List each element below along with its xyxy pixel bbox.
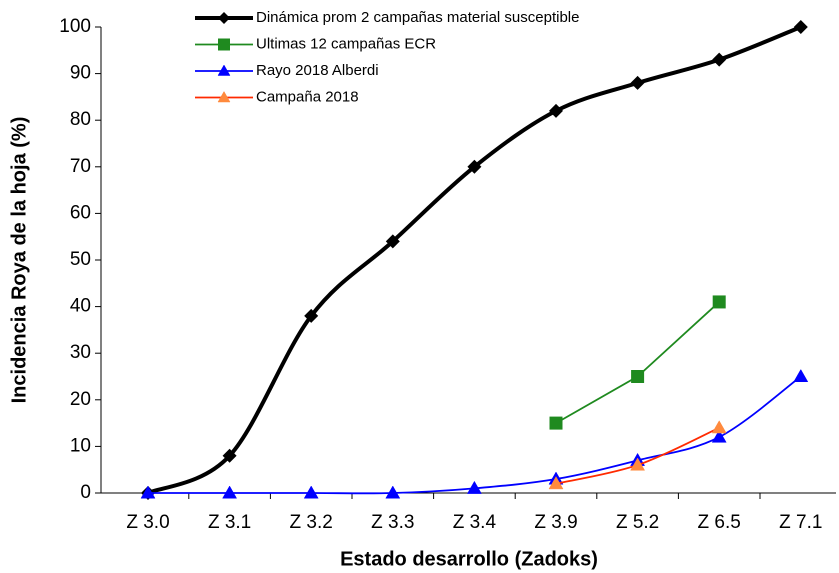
legend-label: Campaña 2018 [256,88,359,105]
x-tick-label: Z 3.0 [126,512,169,533]
data-point [793,20,808,34]
x-tick-label: Z 3.4 [453,512,497,533]
x-tick-label: Z 6.5 [698,512,741,533]
data-point [712,295,726,309]
x-tick-label: Z 3.9 [534,512,577,533]
data-point [549,103,563,118]
y-tick-label: 30 [70,342,91,363]
data-point [140,485,156,499]
data-point [712,52,727,67]
data-point [304,308,319,323]
legend-marker [218,12,230,24]
data-point [467,159,482,174]
y-tick-label: 70 [70,156,91,177]
data-point [549,416,563,430]
legend-marker [218,38,230,51]
x-tick-label: Z 5.2 [616,512,659,533]
legend-label: Rayo 2018 Alberdi [256,62,379,79]
data-point [466,480,482,494]
x-axis-title: Estado desarrollo (Zadoks) [340,548,598,570]
y-tick-label: 50 [70,249,91,270]
data-point [630,457,646,471]
series-line [555,301,720,424]
series-line [147,25,802,495]
data-point [385,485,401,499]
data-point [222,448,237,463]
y-tick-label: 0 [80,482,91,503]
legend-marker [217,64,231,76]
y-tick-label: 20 [70,389,91,410]
data-point [793,368,809,382]
data-point [631,370,645,383]
y-tick-label: 10 [70,435,91,456]
data-point [630,75,645,90]
y-tick-label: 40 [70,296,91,317]
data-point [711,429,727,443]
legend-marker [217,90,231,103]
y-tick-label: 100 [59,16,91,37]
data-point [548,476,564,490]
y-axis-title: Incidencia Roya de la hoja (%) [8,117,30,404]
y-tick-label: 60 [70,202,91,223]
x-tick-label: Z 7.1 [779,512,822,533]
x-tick-label: Z 3.1 [208,512,251,533]
y-tick-label: 90 [70,63,91,84]
data-point [385,234,400,249]
legend-label: Ultimas 12 campañas ECR [256,35,436,52]
data-point [303,485,319,499]
data-point [711,420,727,434]
data-point [222,485,238,499]
legend-label: Dinámica prom 2 campañas material suscep… [256,9,579,26]
x-tick-label: Z 3.2 [290,512,333,533]
x-tick-label: Z 3.3 [371,512,414,533]
y-tick-label: 80 [70,109,91,130]
